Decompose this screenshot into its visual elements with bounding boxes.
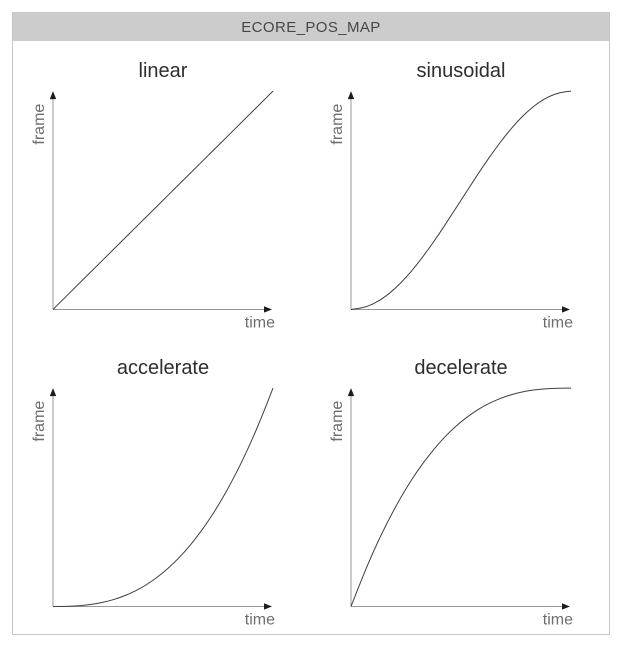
- y-axis-label: frame: [31, 400, 48, 441]
- easing-curve-decelerate: [350, 387, 572, 607]
- plots-grid: linear frame time sinusoidal frame time accele…: [13, 41, 609, 634]
- subplot-title: accelerate: [117, 357, 209, 379]
- x-axis-label: time: [543, 611, 573, 628]
- x-axis-arrow-icon: [562, 602, 570, 610]
- x-axis-arrow-icon: [264, 306, 272, 313]
- y-axis-arrow-icon: [49, 387, 57, 396]
- y-axis-label: frame: [329, 400, 346, 441]
- x-axis-label: time: [245, 314, 275, 331]
- panel-header: ECORE_POS_MAP: [13, 13, 609, 41]
- subplot-canvas-sinusoidal: sinusoidal frame time: [329, 60, 573, 331]
- subplot-title: decelerate: [414, 357, 507, 379]
- y-axis-arrow-icon: [49, 91, 57, 100]
- subplot-canvas-linear: linear frame time: [31, 60, 275, 331]
- subplot-linear: linear frame time: [13, 41, 311, 338]
- easing-curve-linear: [52, 90, 274, 310]
- x-axis-label: time: [245, 611, 275, 628]
- subplot-canvas-decelerate: decelerate frame time: [329, 357, 573, 628]
- y-axis-label: frame: [31, 104, 48, 145]
- panel-title: ECORE_POS_MAP: [241, 18, 381, 36]
- ecore-pos-map-panel: ECORE_POS_MAP linear frame time sinusoidal f…: [12, 12, 610, 635]
- x-axis-arrow-icon: [562, 306, 570, 313]
- subplot-accelerate: accelerate frame time: [13, 338, 311, 635]
- y-axis-arrow-icon: [347, 91, 355, 100]
- subplot-decelerate: decelerate frame time: [311, 338, 609, 635]
- y-axis-arrow-icon: [347, 387, 355, 396]
- subplot-canvas-accelerate: accelerate frame time: [31, 357, 275, 628]
- easing-curve-accelerate: [52, 387, 274, 607]
- easing-curve-sinusoidal: [350, 90, 572, 310]
- x-axis-label: time: [543, 314, 573, 331]
- x-axis-arrow-icon: [264, 602, 272, 610]
- subplot-sinusoidal: sinusoidal frame time: [311, 41, 609, 338]
- subplot-title: linear: [139, 60, 188, 82]
- subplot-title: sinusoidal: [417, 60, 506, 82]
- y-axis-label: frame: [329, 104, 346, 145]
